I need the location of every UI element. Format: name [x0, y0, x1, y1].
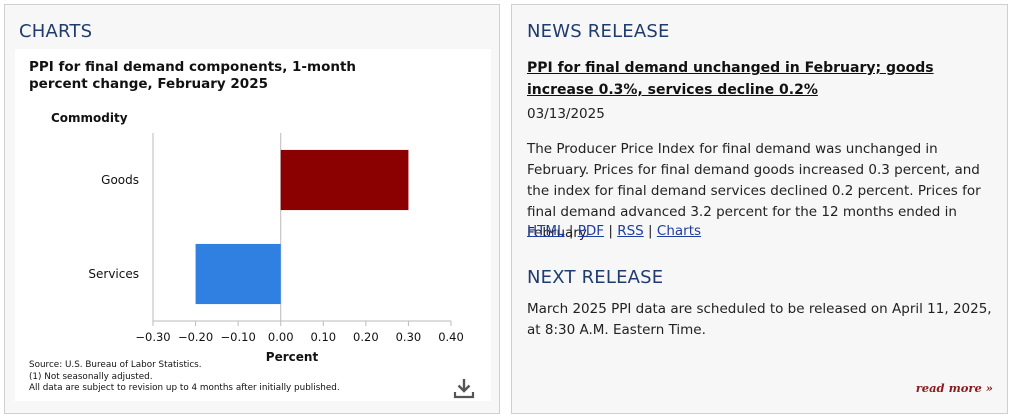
read-more-link[interactable]: read more » [915, 381, 993, 395]
chart-source-notes: Source: U.S. Bureau of Labor Statistics.… [29, 360, 340, 395]
release-summary: The Producer Price Index for final deman… [527, 141, 981, 241]
x-tick-label: −0.30 [135, 330, 170, 344]
news-release-title: NEWS RELEASE [527, 21, 670, 42]
release-links: HTML | PDF | RSS | Charts [527, 223, 701, 239]
bar-services [195, 243, 281, 305]
news-panel: NEWS RELEASE PPI for final demand unchan… [511, 4, 1008, 414]
x-axis-title: Percent [266, 350, 319, 364]
rss-link[interactable]: RSS [617, 223, 644, 239]
link-separator: | [648, 223, 653, 239]
source-note: (1) Not seasonally adjusted. [29, 371, 153, 382]
bar-goods [280, 149, 409, 211]
x-tick-label: −0.20 [178, 330, 213, 344]
charts-section-title: CHARTS [19, 21, 93, 42]
x-tick-label: 0.40 [438, 330, 464, 344]
category-label: Goods [101, 173, 139, 187]
x-tick-label: −0.10 [221, 330, 256, 344]
charts-panel: CHARTS PPI for final demand components, … [4, 4, 500, 414]
news-headline-link[interactable]: PPI for final demand unchanged in Februa… [527, 60, 934, 98]
link-separator: | [608, 223, 613, 239]
next-release-text: March 2025 PPI data are scheduled to be … [527, 301, 992, 338]
charts-link[interactable]: Charts [656, 223, 702, 239]
x-tick-label: 0.00 [268, 330, 294, 344]
chart-title: PPI for final demand components, 1-month… [29, 59, 357, 92]
chart-card: PPI for final demand components, 1-month… [15, 49, 491, 401]
release-date: 03/13/2025 [527, 106, 605, 122]
x-tick-label: 0.30 [396, 330, 422, 344]
category-label: Services [88, 267, 139, 281]
next-release-title: NEXT RELEASE [527, 267, 664, 288]
source-note: Source: U.S. Bureau of Labor Statistics. [29, 360, 202, 370]
html-link[interactable]: HTML [527, 223, 565, 239]
bar-chart: Goods Services −0.30 −0.20 −0.10 0.00 0.10 0.20… [88, 133, 464, 364]
link-separator: | [568, 223, 574, 239]
download-icon[interactable] [453, 377, 475, 399]
x-tick-label: 0.20 [353, 330, 379, 344]
source-note: All data are subject to revision up to 4… [29, 383, 340, 393]
category-axis-title: Commodity [51, 111, 128, 125]
x-tick-label: 0.10 [310, 330, 336, 344]
pdf-link[interactable]: PDF [577, 223, 605, 239]
